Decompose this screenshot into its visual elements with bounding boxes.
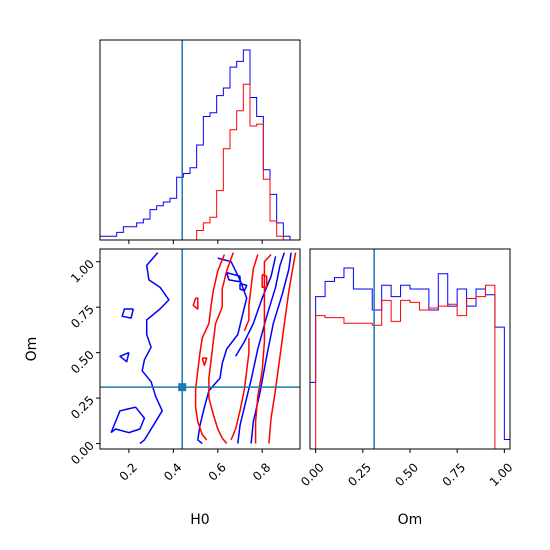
x-axis-label-h0: H0 [190, 512, 209, 528]
hist-h0-panel [99, 39, 301, 244]
histogram-step-blue [100, 49, 297, 240]
contour-line-red [194, 254, 226, 441]
contour-panel: 0.2 0.4 0.6 0.8 0.00 0.25 0.50 0.75 1.00 [68, 248, 301, 484]
contour-line-blue [239, 282, 248, 292]
y-axis-label-om: Om [24, 337, 40, 362]
histogram-step-red [136, 83, 290, 240]
tick-label-h0: 0.8 [250, 460, 273, 483]
contour-line-red [208, 252, 235, 444]
tick-label-h0: 0.2 [117, 460, 140, 483]
contour-line-blue [250, 252, 292, 444]
contour-line-blue [139, 252, 170, 445]
contour-line-blue [237, 252, 286, 444]
hist-om-panel: 0.00 0.25 0.50 0.75 1.00 [298, 248, 516, 489]
contour-line-blue [225, 271, 241, 283]
contour-line-red [268, 252, 297, 444]
contour-line-red [243, 254, 259, 332]
tick-label-om: 0.25 [68, 393, 97, 422]
tick-label-om: 0.50 [68, 348, 97, 377]
tick-label-om: 0.00 [298, 460, 327, 489]
tick-label-om: 0.25 [345, 460, 374, 489]
contour-line-blue [197, 257, 248, 445]
histogram-step-blue [310, 267, 510, 440]
histogram-step-red [310, 284, 505, 449]
tick-label-om: 1.00 [487, 460, 516, 489]
hist-h0-frame [99, 39, 301, 241]
x-axis-label-om: Om [398, 512, 423, 528]
contour-line-red [192, 297, 199, 310]
contour-line-red [230, 338, 250, 441]
contour-frame [99, 248, 301, 450]
tick-label-om: 0.50 [392, 460, 421, 489]
tick-label-h0: 0.4 [161, 460, 184, 483]
contour-line-blue [119, 351, 130, 363]
contour-line-blue [234, 256, 277, 357]
contour-line-blue [110, 406, 146, 434]
tick-label-om: 0.00 [68, 439, 97, 468]
tick-label-om: 0.75 [68, 302, 97, 331]
tick-label-om: 0.75 [440, 460, 469, 489]
truth-marker [178, 383, 187, 392]
tick-label-h0: 0.6 [206, 460, 229, 483]
tick-label-om: 1.00 [68, 257, 97, 286]
contour-line-blue [121, 308, 135, 319]
contour-line-red [201, 357, 208, 367]
contour-line-red [261, 273, 268, 288]
hist-om-frame [309, 248, 511, 450]
contour-line-red [254, 253, 272, 444]
